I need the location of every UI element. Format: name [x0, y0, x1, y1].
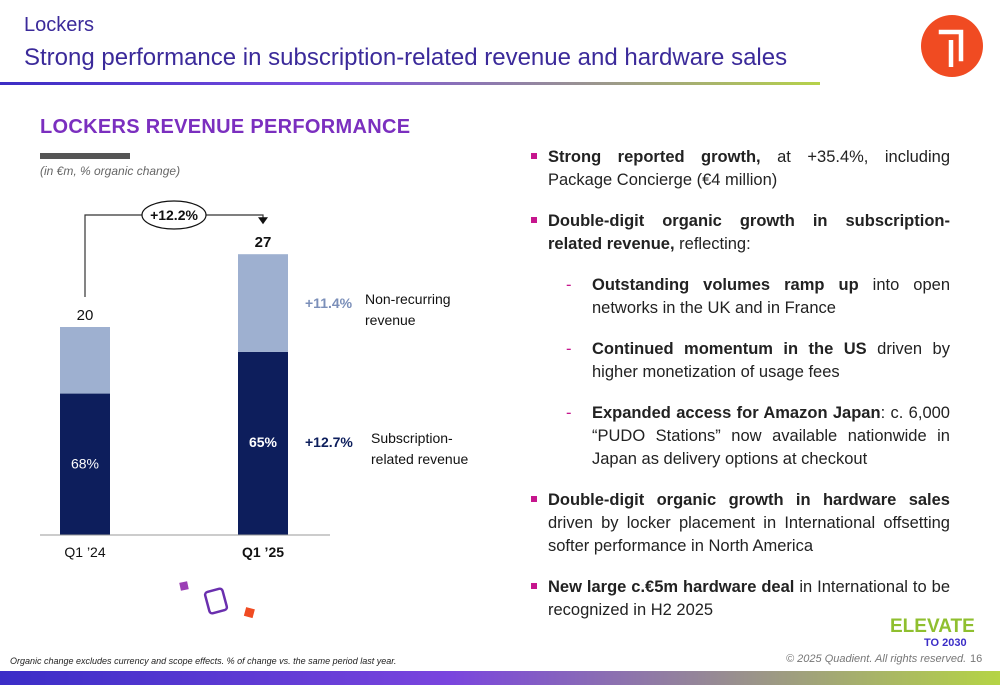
subbullet-volumes: Outstanding volumes ramp up into open ne…	[530, 274, 950, 320]
revenue-bar-chart: +12.2% 20 68% Q1 ’24 27 65% Q1 ’25 +11.4…	[40, 200, 469, 560]
total-label-q1-24: 20	[77, 307, 94, 324]
bullet-bold: Strong reported growth,	[548, 148, 761, 166]
legend-subscription-line2: related revenue	[371, 451, 469, 467]
quadient-logo-icon	[921, 15, 983, 77]
bullet-text: at +35.4%, including Package Concierge (…	[548, 148, 950, 189]
overall-growth-label: +12.2%	[150, 207, 198, 223]
bullet-hardware-growth: Double-digit organic growth in hardware …	[530, 489, 950, 558]
growth-label-nonrecurring: +11.4%	[305, 295, 353, 311]
category-label-q1-25: Q1 ’25	[242, 544, 284, 560]
page-title: Strong performance in subscription-relat…	[24, 44, 788, 71]
elevate-word: ELEVATE	[890, 616, 975, 637]
chart-heading: LOCKERS REVENUE PERFORMANCE	[40, 116, 411, 138]
elevate-to-2030-logo-icon: ELEVATE TO 2030	[890, 616, 975, 649]
growth-label-subscription: +12.7%	[305, 434, 353, 450]
subbullet-amazon-japan: Expanded access for Amazon Japan: c. 6,0…	[530, 402, 950, 471]
bottom-gradient-band	[0, 671, 1000, 685]
bar-q1-25-nonrecurring	[238, 254, 288, 352]
legend-nonrecurring-line1: Non-recurring	[365, 291, 451, 307]
share-label-q1-24: 68%	[71, 456, 99, 472]
subbullet-text: driven by higher monetization of usage f…	[592, 340, 950, 381]
bullet-subscription-growth: Double-digit organic growth in subscript…	[530, 210, 950, 256]
footnote: Organic change excludes currency and sco…	[10, 656, 397, 666]
copyright: © 2025 Quadient. All rights reserved.	[786, 653, 967, 665]
legend-nonrecurring-line2: revenue	[365, 312, 416, 328]
bullet-bold: Double-digit organic growth in subscript…	[548, 212, 950, 253]
growth-arrow-icon	[258, 217, 268, 225]
category-label-q1-24: Q1 ’24	[64, 544, 105, 560]
bullet-text: driven by locker placement in Internatio…	[548, 514, 950, 555]
legend-subscription-line1: Subscription-	[371, 430, 453, 446]
subbullet-bold: Outstanding volumes ramp up	[592, 276, 859, 294]
bar-q1-25-subscription	[238, 351, 288, 535]
bullet-hardware-deal: New large c.€5m hardware deal in Interna…	[530, 576, 950, 622]
share-label-q1-25: 65%	[249, 434, 278, 450]
bar-q1-24-subscription	[60, 393, 110, 535]
bullet-text: in International to be recognized in H2 …	[548, 578, 950, 619]
page-number: 16	[970, 653, 983, 665]
bullet-reported-growth: Strong reported growth, at +35.4%, inclu…	[530, 146, 950, 192]
subbullet-text: into open networks in the UK and in Fran…	[592, 276, 950, 317]
units-note: (in €m, % organic change)	[40, 164, 181, 178]
total-label-q1-25: 27	[255, 234, 272, 251]
bullet-text: reflecting:	[674, 235, 751, 253]
subbullet-bold: Expanded access for Amazon Japan	[592, 404, 881, 422]
section-label: Lockers	[24, 14, 95, 36]
decorative-shapes-icon	[179, 581, 255, 619]
elevate-sub: TO 2030	[924, 637, 967, 649]
commentary-list: Strong reported growth, at +35.4%, inclu…	[530, 146, 950, 640]
overall-growth-ellipse	[141, 200, 207, 230]
bullet-bold: New large c.€5m hardware deal	[548, 578, 795, 596]
subbullet-text: : c. 6,000 “PUDO Stations” now available…	[592, 404, 950, 468]
subbullet-bold: Continued momentum in the US	[592, 340, 867, 358]
bar-q1-24-nonrecurring	[60, 327, 110, 394]
subbullet-us-momentum: Continued momentum in the US driven by h…	[530, 338, 950, 384]
bullet-bold: Double-digit organic growth in hardware …	[548, 491, 950, 509]
heading-underline	[40, 153, 130, 159]
title-divider	[0, 82, 820, 85]
